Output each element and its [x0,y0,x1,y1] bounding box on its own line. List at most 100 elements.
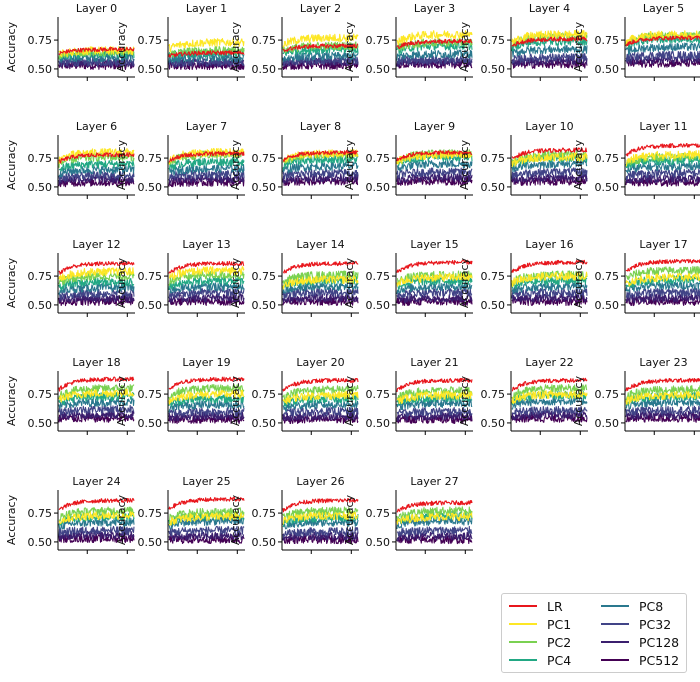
y-tick-label: 0.50 [595,63,620,76]
y-tick-label: 0.75 [138,388,163,401]
panel-title: Layer 21 [410,356,458,369]
panel-title: Layer 7 [186,120,227,133]
y-tick-label: 0.75 [252,152,277,165]
series-line-pc128 [58,293,135,303]
y-tick-label: 0.50 [481,181,506,194]
series-line-lr [58,376,135,392]
y-tick-label: 0.50 [28,536,53,549]
series-line-lr [168,50,245,58]
series-line-pc8 [282,282,359,294]
panel-title: Layer 3 [414,2,455,15]
series-line-lr [396,150,473,162]
series-line-lr [396,259,473,273]
panel-12: Layer 12 0.50 0.75 Accuracy [5,238,135,317]
y-axis-label: Accuracy [572,139,585,190]
y-axis-label: Accuracy [458,375,471,426]
legend-item-pc32: PC32 [601,617,671,632]
y-tick-label: 0.50 [138,536,163,549]
series-line-pc512 [511,59,588,69]
legend-swatch [509,658,537,662]
series-line-pc1 [511,390,588,405]
panel-21: Layer 21 0.50 0.75 Accuracy [343,356,473,435]
y-axis-label: Accuracy [5,139,18,190]
y-tick-label: 0.75 [28,34,53,47]
series-line-pc32 [168,287,245,299]
series-line-pc8 [282,399,359,412]
panel-4: Layer 4 0.50 0.75 Accuracy [458,2,588,81]
series-line-pc32 [168,57,245,68]
series-line-pc2 [282,41,359,54]
series-line-lr [282,260,359,274]
y-tick-label: 0.75 [28,152,53,165]
series-line-pc2 [58,152,135,168]
panel-16: Layer 16 0.50 0.75 Accuracy [458,238,588,317]
series-line-lr [58,497,135,511]
panel-title: Layer 2 [300,2,341,15]
series-line-pc1 [282,33,359,48]
panel-title: Layer 6 [76,120,117,133]
y-axis-label: Accuracy [343,139,356,190]
y-tick-label: 0.75 [481,152,506,165]
y-axis-label: Accuracy [229,375,242,426]
series-line-pc8 [511,282,588,295]
series-line-pc8 [168,400,245,413]
y-axis-label: Accuracy [229,21,242,72]
series-line-pc128 [282,411,359,422]
panel-27: Layer 27 0.50 0.75 Accuracy [343,475,473,554]
series-line-pc4 [58,277,135,291]
panel-title: Layer 26 [296,475,344,488]
series-line-pc1 [58,511,135,525]
y-tick-label: 0.75 [252,34,277,47]
y-axis-label: Accuracy [5,375,18,426]
y-tick-label: 0.50 [595,299,620,312]
panel-14: Layer 14 0.50 0.75 Accuracy [229,238,359,317]
series-line-pc32 [58,404,135,416]
y-axis-label: Accuracy [115,139,128,190]
y-tick-label: 0.50 [138,299,163,312]
panel-7: Layer 7 0.50 0.75 Accuracy [115,120,245,199]
legend-swatch [601,622,629,626]
legend-swatch [601,604,629,608]
series-line-pc1 [396,150,473,165]
y-tick-label: 0.75 [595,152,620,165]
legend-item-pc1: PC1 [509,617,571,632]
panel-title: Layer 18 [72,356,120,369]
series-line-pc1 [625,30,700,46]
y-axis-label: Accuracy [115,494,128,545]
y-axis-label: Accuracy [572,257,585,308]
series-line-pc1 [625,390,700,405]
series-line-pc32 [396,167,473,179]
y-tick-label: 0.75 [252,270,277,283]
series-line-pc1 [168,37,245,53]
y-axis-label: Accuracy [458,21,471,72]
series-line-pc128 [282,173,359,184]
series-line-pc1 [511,271,588,288]
series-line-pc4 [396,41,473,55]
legend-swatch [509,640,537,644]
panel-title: Layer 24 [72,475,120,488]
legend-label: PC2 [547,634,572,650]
series-line-pc512 [168,177,245,188]
series-line-pc1 [168,512,245,526]
panel-title: Layer 10 [525,120,573,133]
y-axis-label: Accuracy [343,257,356,308]
legend-item-pc4: PC4 [509,653,571,668]
series-line-pc128 [511,293,588,303]
y-tick-label: 0.50 [595,181,620,194]
series-line-pc128 [396,531,473,542]
panel-2: Layer 2 0.50 0.75 Accuracy [229,2,359,81]
series-line-lr [511,36,588,47]
y-axis-label: Accuracy [458,139,471,190]
y-axis-label: Accuracy [115,21,128,72]
series-line-lr [168,376,245,390]
series-line-pc1 [396,30,473,45]
y-tick-label: 0.50 [366,417,391,430]
series-line-pc1 [168,389,245,405]
series-line-pc1 [625,272,700,287]
y-tick-label: 0.50 [28,417,53,430]
series-line-pc1 [511,29,588,45]
y-axis-label: Accuracy [572,375,585,426]
series-line-pc4 [511,276,588,289]
series-line-pc128 [168,531,245,542]
y-axis-label: Accuracy [229,139,242,190]
